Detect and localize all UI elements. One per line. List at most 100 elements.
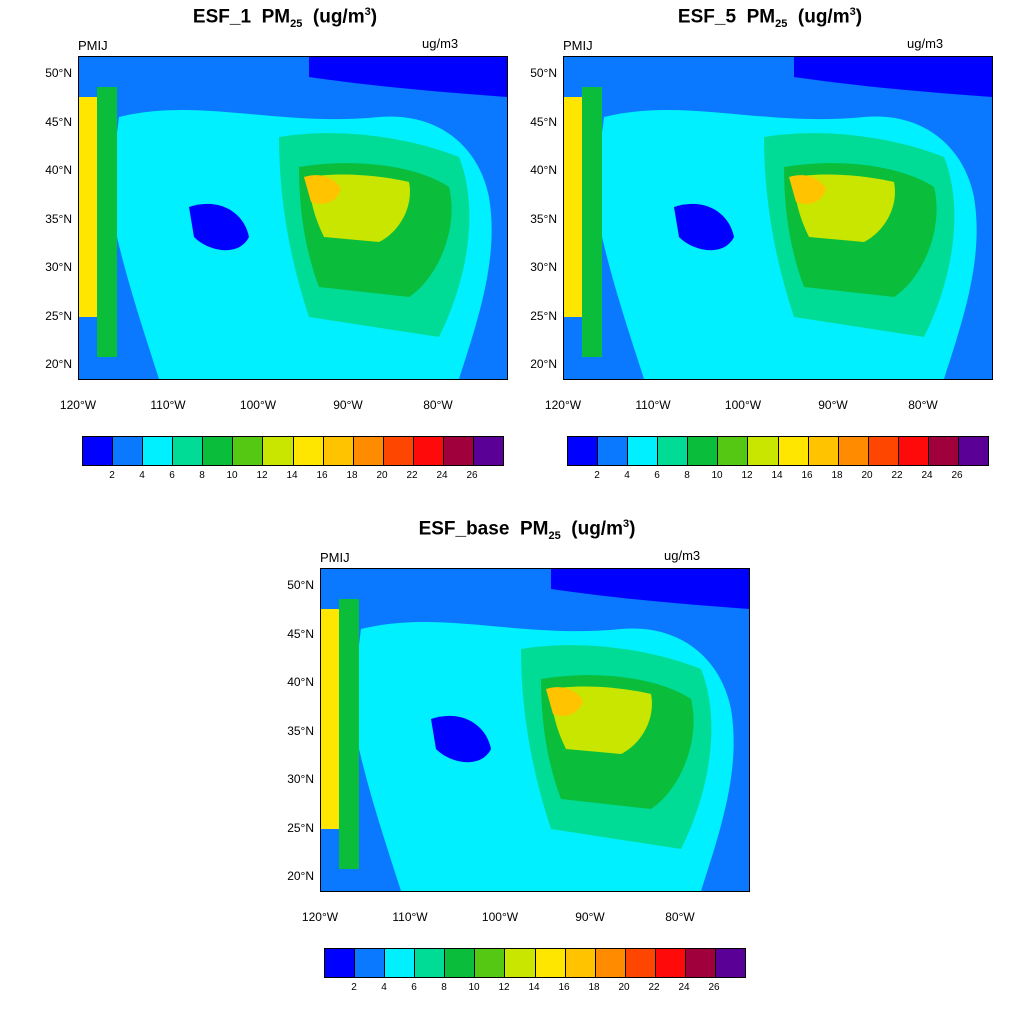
field-region <box>789 175 826 204</box>
colorbar-tick-label: 8 <box>199 470 205 481</box>
colorbar-swatch <box>113 437 144 465</box>
colorbar-swatch <box>323 437 354 465</box>
colorbar-tick-label: 10 <box>226 470 238 481</box>
colorbar-tick-label: 24 <box>921 470 933 481</box>
colorbar-tick-label: 26 <box>466 470 478 481</box>
colorbar-swatch <box>263 437 294 465</box>
colorbar-swatch <box>474 437 504 465</box>
colorbar-swatch <box>595 949 626 977</box>
longitude-label: 90°W <box>818 398 848 412</box>
field-region <box>794 57 992 97</box>
latitude-label: 50°N <box>287 578 314 592</box>
colorbar-tick-label: 14 <box>771 470 783 481</box>
pm25-map <box>78 56 508 380</box>
colorbar-swatch <box>628 437 659 465</box>
colorbar <box>324 948 746 978</box>
colorbar-swatch <box>898 437 929 465</box>
longitude-label: 120°W <box>544 398 582 412</box>
colorbar-tick-label: 6 <box>169 470 175 481</box>
colorbar-swatch <box>325 949 356 977</box>
colorbar-swatch <box>565 949 596 977</box>
latitude-label: 45°N <box>287 626 314 641</box>
colorbar-tick-label: 12 <box>741 470 753 481</box>
field-region <box>546 687 583 716</box>
longitude-label: 110°W <box>150 398 186 412</box>
latitude-label: 30°N <box>287 772 314 786</box>
latitude-label: 25°N <box>45 308 72 323</box>
field-region <box>97 87 117 357</box>
colorbar-tick-label: 2 <box>351 982 357 993</box>
unit-label: ug/m3 <box>907 36 944 51</box>
colorbar-swatch <box>838 437 869 465</box>
field-region <box>304 175 341 204</box>
longitude-label: 90°W <box>575 910 605 924</box>
colorbar-swatch <box>748 437 779 465</box>
latitude-label: 45°N <box>45 114 72 129</box>
variable-label: PMIJ <box>320 550 350 565</box>
latitude-label: 50°N <box>45 66 72 80</box>
latitude-label: 20°N <box>45 357 72 371</box>
colorbar-tick-label: 2 <box>594 470 600 481</box>
colorbar-swatch <box>598 437 629 465</box>
longitude-label: 100°W <box>724 398 762 412</box>
colorbar-swatch <box>778 437 809 465</box>
colorbar-tick-label: 22 <box>648 982 660 993</box>
colorbar-tick-label: 16 <box>316 470 328 481</box>
latitude-label: 20°N <box>287 869 314 883</box>
colorbar-swatch <box>173 437 204 465</box>
colorbar-swatch <box>685 949 717 977</box>
colorbar-tick-label: 20 <box>376 470 388 481</box>
longitude-label: 80°W <box>423 398 453 412</box>
longitude-label: 80°W <box>665 910 695 924</box>
colorbar-swatch <box>868 437 899 465</box>
latitude-label: 35°N <box>45 211 72 226</box>
colorbar-tick-label: 26 <box>708 982 720 993</box>
colorbar-swatch <box>355 949 386 977</box>
colorbar-swatch <box>655 949 686 977</box>
colorbar-swatch <box>293 437 324 465</box>
colorbar-tick-label: 8 <box>441 982 447 993</box>
unit-label: ug/m3 <box>664 548 701 563</box>
longitude-label: 80°W <box>908 398 938 412</box>
latitude-label: 40°N <box>45 163 72 177</box>
unit-label: ug/m3 <box>422 36 459 51</box>
colorbar-tick-label: 12 <box>256 470 268 481</box>
colorbar-tick-label: 18 <box>831 470 843 481</box>
colorbar-swatch <box>415 949 446 977</box>
longitude-label: 90°W <box>333 398 363 412</box>
longitude-label: 120°W <box>301 910 339 924</box>
colorbar <box>82 436 504 466</box>
field-region <box>564 97 582 317</box>
colorbar-swatch <box>353 437 384 465</box>
colorbar-tick-label: 12 <box>498 982 510 993</box>
colorbar-swatch <box>625 949 656 977</box>
colorbar-swatch <box>443 437 475 465</box>
concentration-field <box>564 57 992 379</box>
longitude-label: 110°W <box>392 910 428 924</box>
pm25-map <box>320 568 750 892</box>
colorbar-swatch <box>83 437 114 465</box>
map-panel-esf1: ESF_1 PM25 (ug/m3) PMIJ ug/m3 50°N 45°N 40… <box>45 0 510 481</box>
latitude-label: 25°N <box>287 820 314 835</box>
pm25-map <box>563 56 993 380</box>
colorbar-tick-label: 24 <box>678 982 690 993</box>
field-region <box>79 97 97 317</box>
field-region <box>431 715 491 763</box>
colorbar-tick-label: 4 <box>139 470 145 481</box>
colorbar-tick-label: 16 <box>558 982 570 993</box>
longitude-label: 100°W <box>239 398 277 412</box>
colorbar-swatch <box>716 949 746 977</box>
concentration-field <box>321 569 749 891</box>
latitude-label: 50°N <box>530 66 557 80</box>
colorbar-tick-label: 26 <box>951 470 963 481</box>
colorbar-tick-label: 20 <box>861 470 873 481</box>
colorbar-swatch <box>808 437 839 465</box>
colorbar-tick-label: 24 <box>436 470 448 481</box>
colorbar-swatch <box>688 437 719 465</box>
field-region <box>582 87 602 357</box>
colorbar-swatch <box>413 437 444 465</box>
colorbar-tick-label: 4 <box>624 470 630 481</box>
colorbar-swatch <box>445 949 476 977</box>
latitude-label: 35°N <box>287 723 314 738</box>
colorbar-tick-label: 20 <box>618 982 630 993</box>
